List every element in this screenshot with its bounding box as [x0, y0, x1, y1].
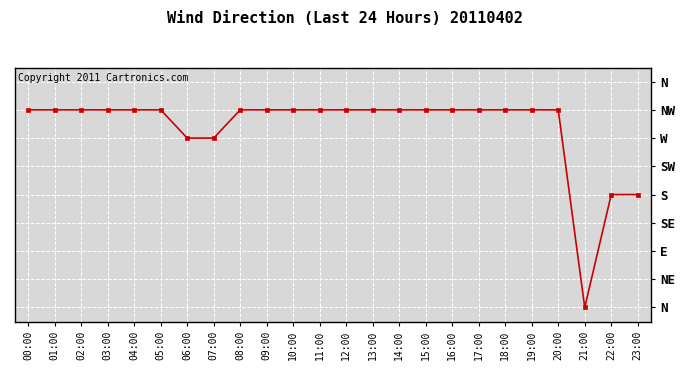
Text: Wind Direction (Last 24 Hours) 20110402: Wind Direction (Last 24 Hours) 20110402 — [167, 11, 523, 26]
Text: Copyright 2011 Cartronics.com: Copyright 2011 Cartronics.com — [18, 73, 188, 82]
